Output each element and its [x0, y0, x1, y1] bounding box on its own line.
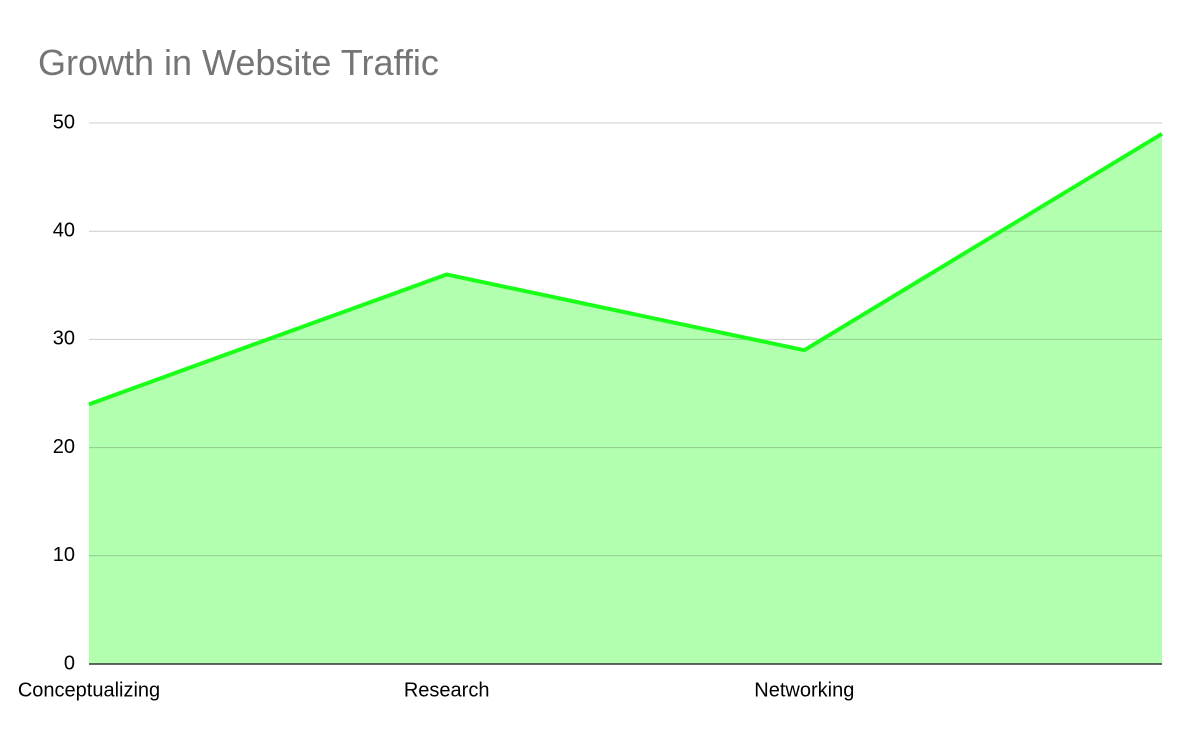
x-tick-label: Research [404, 679, 490, 701]
y-tick-label: 0 [64, 652, 75, 674]
area-fill [89, 133, 1162, 664]
y-tick-label: 30 [53, 328, 75, 350]
chart-title: Growth in Website Traffic [38, 42, 439, 83]
y-tick-label: 50 [53, 111, 75, 133]
x-tick-label: Conceptualizing [18, 679, 160, 701]
y-tick-label: 40 [53, 219, 75, 241]
y-tick-label: 20 [53, 436, 75, 458]
y-tick-label: 10 [53, 544, 75, 566]
x-tick-label: Networking [754, 679, 854, 701]
area-line [88, 132, 1164, 407]
